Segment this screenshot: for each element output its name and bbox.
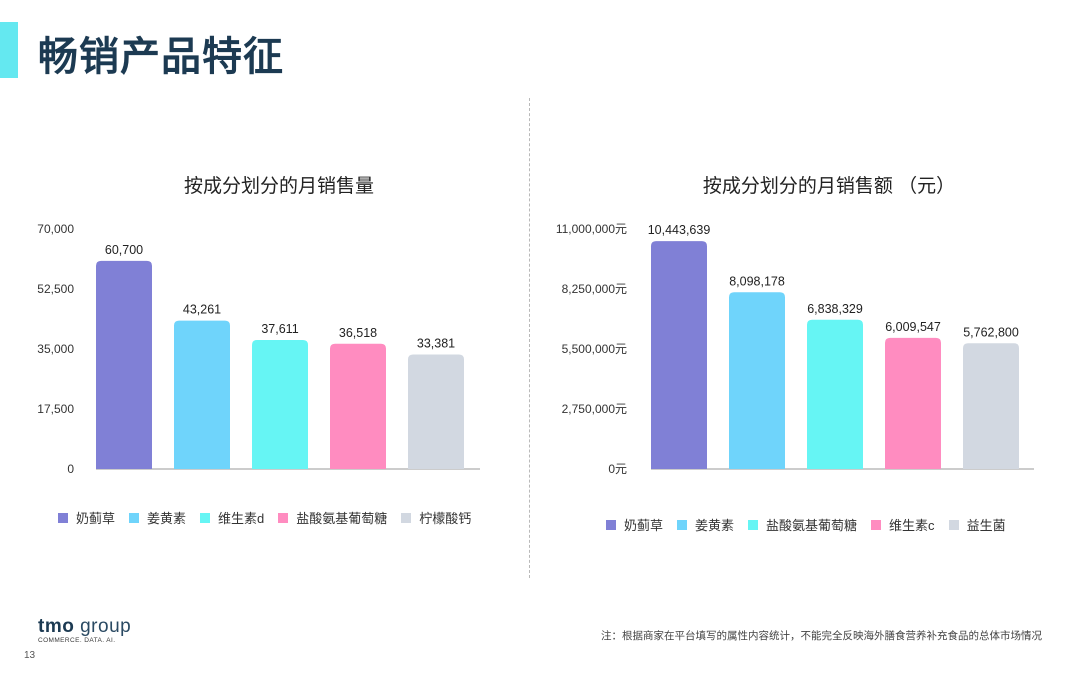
data-label: 43,261 (183, 303, 221, 317)
y-tick-label: 11,000,000元 (556, 222, 627, 236)
logo-brand: tmo (38, 616, 75, 637)
bar-2 (729, 292, 785, 469)
legend-item: 柠檬酸钙 (401, 508, 471, 527)
legend-label: 盐酸氨基葡萄糖 (296, 511, 388, 526)
legend-item: 姜黄素 (677, 515, 734, 534)
legend-left: 奶蓟草 姜黄素 维生素d 盐酸氨基葡萄糖 柠檬酸钙 (58, 508, 485, 527)
y-tick-label: 0 (67, 462, 74, 476)
bar-4 (885, 337, 941, 469)
y-tick-label: 70,000 (37, 222, 74, 236)
legend-label: 维生素d (218, 511, 265, 526)
chart-title-left: 按成分划分的月销售量 (183, 176, 374, 197)
y-tick-label: 2,750,000元 (562, 402, 627, 416)
data-label: 10,443,639 (648, 223, 711, 237)
bar-1 (651, 241, 707, 469)
legend-label: 姜黄素 (147, 511, 187, 526)
footnote: 注：根据商家在平台填写的属性内容统计，不能完全反映海外膳食营养补充食品的总体市场… (601, 630, 1042, 642)
page-number: 13 (24, 650, 36, 661)
center-divider (529, 98, 530, 578)
legend-label: 奶蓟草 (76, 511, 116, 526)
y-tick-label: 0元 (608, 462, 627, 476)
title-accent-bar (0, 22, 18, 78)
legend-swatch (677, 519, 688, 530)
legend-swatch (200, 512, 211, 523)
legend-swatch (401, 512, 412, 523)
legend-swatch (278, 512, 289, 523)
legend-swatch (606, 519, 616, 530)
legend-item: 奶蓟草 (58, 508, 115, 527)
legend-item: 益生菌 (948, 515, 1006, 534)
data-label: 37,611 (261, 322, 298, 336)
bar-1 (96, 260, 152, 469)
legend-swatch (948, 519, 959, 530)
legend-item: 奶蓟草 (606, 515, 663, 534)
y-tick-label: 8,250,000元 (562, 282, 627, 296)
legend-label: 盐酸氨基葡萄糖 (766, 518, 858, 533)
data-label: 36,518 (339, 326, 377, 340)
legend-swatch (58, 512, 68, 523)
data-label: 6,009,547 (885, 320, 941, 334)
legend-label: 奶蓟草 (624, 518, 664, 533)
legend-item: 盐酸氨基葡萄糖 (748, 515, 857, 534)
data-label: 8,098,178 (729, 274, 785, 288)
logo-group: group (74, 616, 132, 637)
legend-label: 益生菌 (966, 518, 1006, 533)
chart-title-right: 按成分划分的月销售额 （元） (702, 176, 956, 197)
legend-item: 姜黄素 (129, 508, 186, 527)
bar-2 (174, 320, 230, 469)
legend-item: 维生素d (200, 508, 264, 527)
y-tick-label: 5,500,000元 (562, 342, 627, 356)
legend-item: 盐酸氨基葡萄糖 (278, 508, 387, 527)
y-tick-label: 52,500 (37, 282, 74, 296)
data-label: 33,381 (417, 337, 455, 351)
legend-swatch (871, 519, 882, 530)
legend-item: 维生素c (871, 515, 935, 534)
y-tick-label: 35,000 (37, 342, 74, 356)
data-label: 60,700 (105, 243, 143, 257)
legend-swatch (748, 519, 759, 530)
logo-tagline: COMMERCE. DATA. AI. (38, 637, 116, 644)
data-label: 5,762,800 (963, 325, 1019, 339)
legend-swatch (129, 512, 140, 523)
data-label: 6,838,329 (807, 302, 863, 316)
legend-label: 柠檬酸钙 (419, 511, 472, 526)
bar-3 (252, 340, 308, 469)
bar-5 (408, 354, 464, 469)
legend-right: 奶蓟草 姜黄素 盐酸氨基葡萄糖 维生素c 益生菌 (606, 515, 1020, 534)
legend-label: 维生素c (889, 518, 935, 533)
page-title: 畅销产品特征 (38, 35, 284, 79)
tmo-group-logo: tmo group COMMERCE. DATA. AI. (38, 616, 131, 644)
y-tick-label: 17,500 (37, 402, 74, 416)
legend-label: 姜黄素 (695, 518, 735, 533)
bar-3 (807, 319, 863, 469)
bar-4 (330, 343, 386, 469)
bar-5 (963, 343, 1019, 469)
